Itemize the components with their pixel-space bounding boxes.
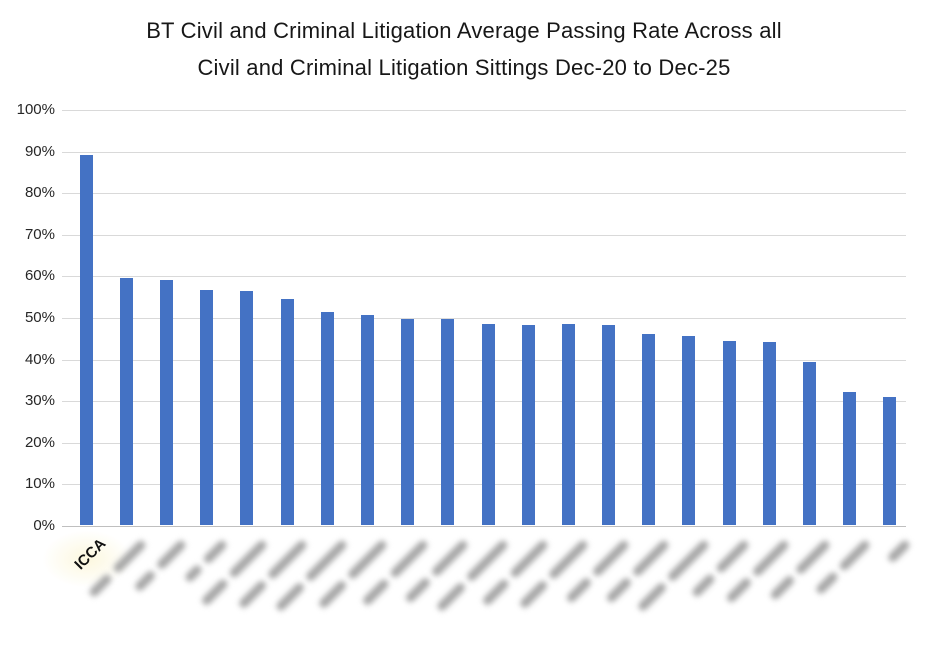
bar-ICCA <box>79 154 93 525</box>
bar-redacted-10 <box>441 319 455 525</box>
bar-redacted-9 <box>401 319 415 525</box>
gridline <box>62 193 906 194</box>
bar-redacted-17 <box>722 341 736 525</box>
redacted-text-smudge <box>714 538 751 574</box>
redacted-text-smudge <box>360 577 390 607</box>
bar-redacted-7 <box>320 312 334 525</box>
y-axis-tick-label: 90% <box>24 142 55 160</box>
redacted-text-smudge <box>837 538 871 572</box>
bar-redacted-21 <box>883 397 897 525</box>
gridline <box>62 276 906 277</box>
bar-redacted-20 <box>843 391 857 525</box>
bar-redacted-4 <box>200 289 214 525</box>
redacted-text-smudge <box>518 578 549 610</box>
redacted-text-smudge <box>725 575 753 604</box>
y-axis-tick-label: 10% <box>24 475 55 493</box>
redacted-text-smudge <box>133 568 157 593</box>
chart-title-line-1: BT Civil and Criminal Litigation Average… <box>146 18 782 43</box>
y-axis-tick-label: 60% <box>24 267 55 285</box>
redacted-text-smudge <box>751 538 791 578</box>
redacted-text-smudge <box>481 577 511 607</box>
bar-redacted-3 <box>159 280 173 525</box>
y-axis-tick-label: 80% <box>24 184 55 202</box>
bar-redacted-12 <box>521 324 535 525</box>
redacted-text-smudge <box>768 573 796 601</box>
y-axis-tick-label: 100% <box>16 101 55 118</box>
chart-title: BT Civil and Criminal Litigation Average… <box>0 12 928 86</box>
redacted-text-smudge <box>199 577 229 607</box>
bar-redacted-11 <box>481 323 495 525</box>
redacted-text-smudge <box>564 575 592 604</box>
bar-redacted-18 <box>762 341 776 525</box>
bar-redacted-5 <box>240 291 254 525</box>
redacted-text-smudge <box>155 538 188 571</box>
gridline <box>62 235 906 236</box>
x-axis-line <box>62 526 906 527</box>
redacted-text-smudge <box>403 575 432 604</box>
redacted-text-smudge <box>274 580 306 613</box>
y-axis-tick-label: 20% <box>24 433 55 451</box>
bar-redacted-15 <box>642 334 656 525</box>
redacted-text-smudge <box>317 578 348 610</box>
bar-redacted-8 <box>360 314 374 525</box>
y-axis-tick-label: 30% <box>24 392 55 410</box>
gridline <box>62 110 906 111</box>
y-axis-tick-label: 0% <box>33 517 55 534</box>
y-axis-tick-label: 70% <box>24 225 55 243</box>
plot-area <box>62 110 906 527</box>
redacted-text-smudge <box>793 538 831 576</box>
bar-redacted-2 <box>119 278 133 525</box>
redacted-text-smudge <box>237 578 268 610</box>
redacted-text-smudge <box>182 563 203 584</box>
redacted-text-smudge <box>636 580 668 613</box>
gridline <box>62 152 906 153</box>
bar-redacted-16 <box>682 335 696 525</box>
y-axis-tick-label: 50% <box>24 309 55 326</box>
redacted-text-smudge <box>604 575 633 604</box>
redacted-text-smudge <box>813 570 839 596</box>
bar-redacted-14 <box>602 325 616 525</box>
redacted-text-smudge <box>111 538 148 574</box>
redacted-text-smudge <box>87 572 114 598</box>
bar-redacted-13 <box>561 324 575 525</box>
chart-title-line-2: Civil and Criminal Litigation Sittings D… <box>197 55 731 80</box>
bar-redacted-19 <box>803 361 817 525</box>
redacted-text-smudge <box>435 580 467 613</box>
y-axis-tick-label: 40% <box>24 350 55 368</box>
gridline <box>62 318 906 319</box>
bar-redacted-6 <box>280 299 294 525</box>
redacted-text-smudge <box>690 572 717 598</box>
redacted-text-smudge <box>886 538 911 564</box>
redacted-text-smudge <box>201 538 228 565</box>
